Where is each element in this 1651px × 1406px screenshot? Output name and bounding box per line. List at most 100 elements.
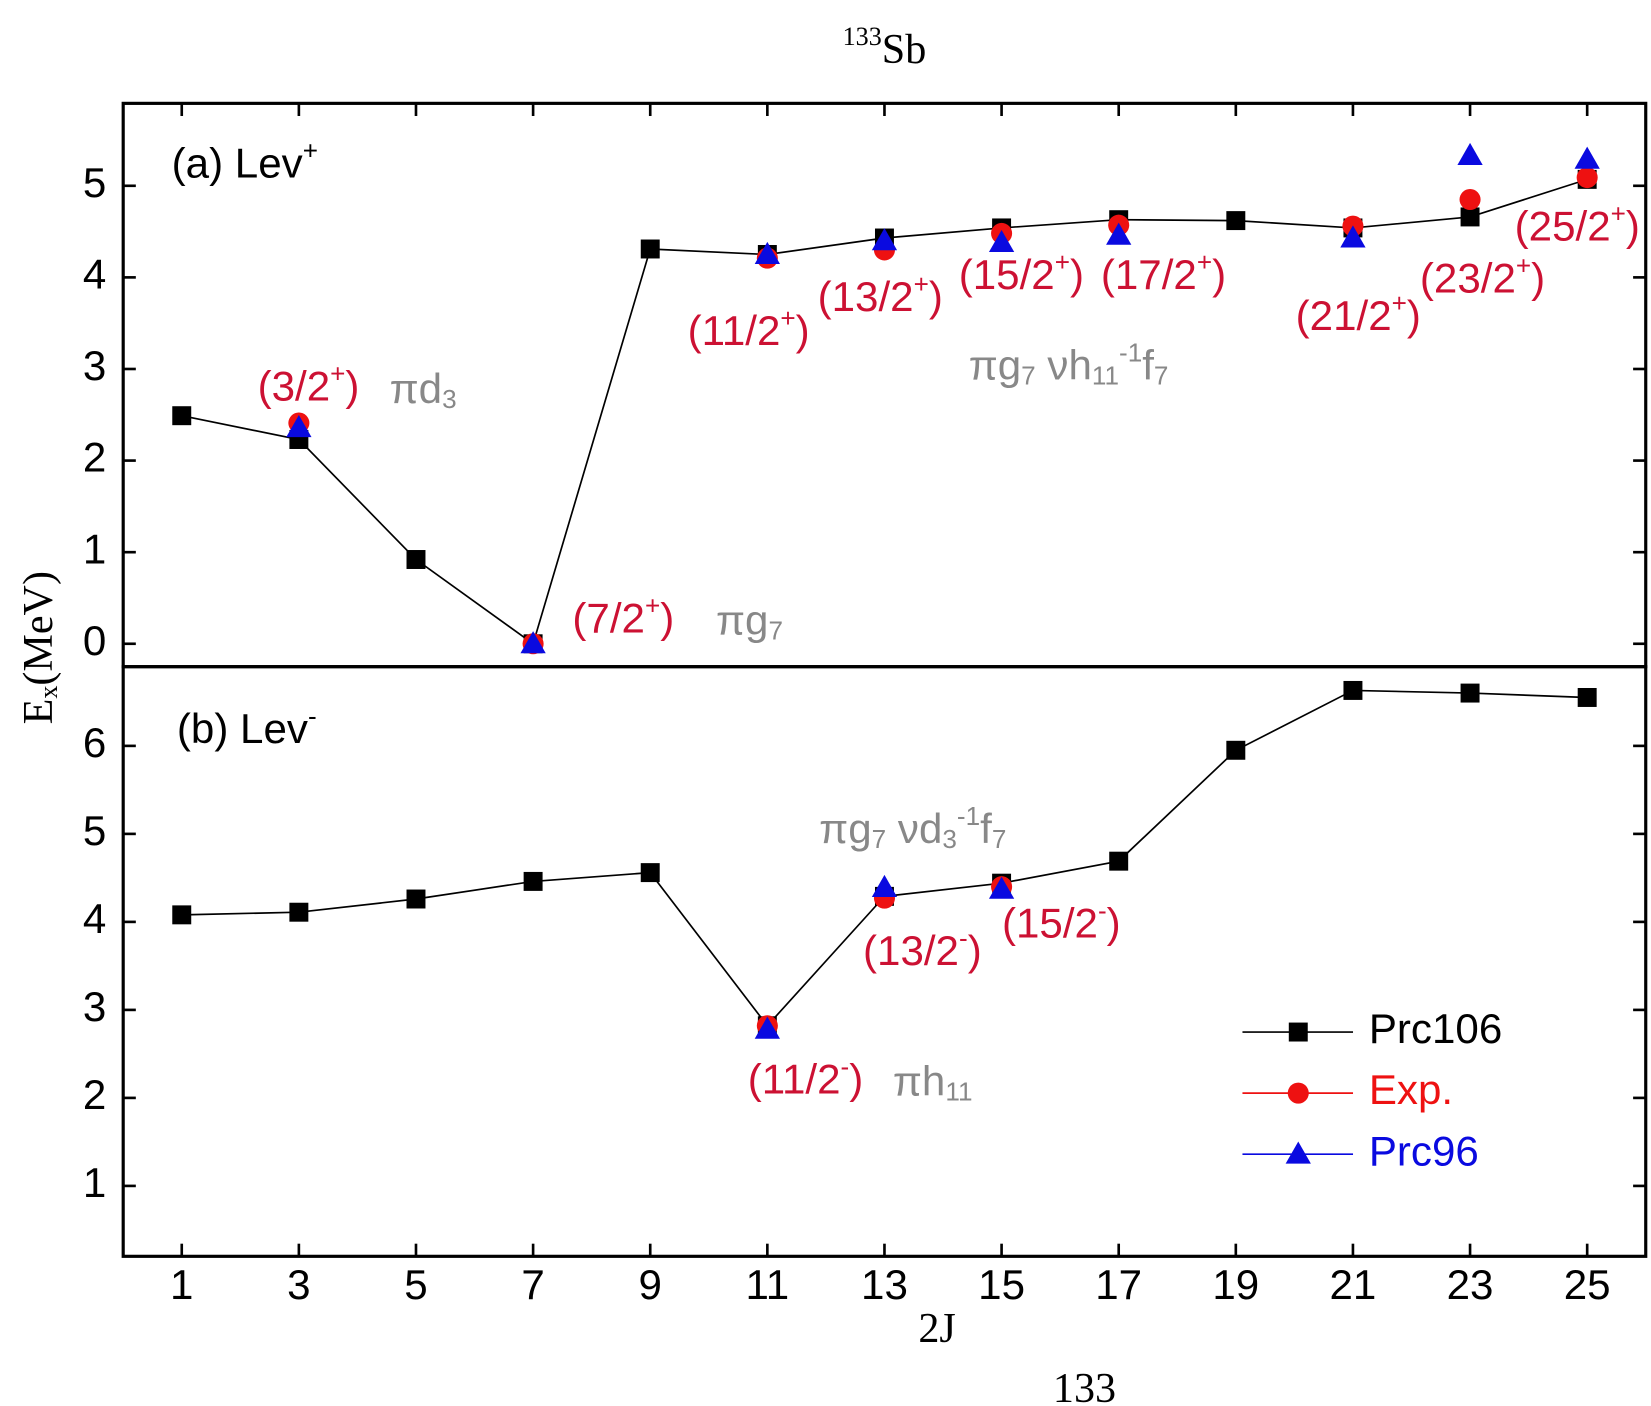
marker bbox=[1460, 683, 1480, 703]
text-part: πg bbox=[716, 597, 768, 644]
text-part: (21/2 bbox=[1296, 292, 1392, 339]
text-part: E bbox=[15, 699, 62, 725]
text-part: + bbox=[914, 269, 929, 299]
marker bbox=[1226, 740, 1246, 760]
text-part: ) bbox=[968, 927, 982, 974]
text-part: 133 bbox=[843, 22, 882, 51]
annotation: πd3 bbox=[390, 365, 457, 414]
y-tick-label: 2 bbox=[83, 1071, 106, 1118]
marker bbox=[289, 902, 309, 922]
y-tick-label: 0 bbox=[83, 617, 106, 664]
x-tick-label: 5 bbox=[404, 1261, 427, 1308]
text-part: ) bbox=[849, 1056, 863, 1103]
text-part: - bbox=[308, 701, 317, 731]
marker bbox=[1226, 211, 1246, 231]
x-tick-label: 21 bbox=[1330, 1261, 1377, 1308]
series-line bbox=[181, 689, 1588, 1028]
legend-marker bbox=[1288, 1022, 1308, 1042]
y-tick-label: 6 bbox=[83, 719, 106, 766]
text-part: 7 bbox=[1021, 361, 1036, 391]
annotation: (17/2+) bbox=[1101, 247, 1226, 299]
x-tick-label: 3 bbox=[287, 1261, 310, 1308]
marker bbox=[1106, 222, 1132, 245]
marker bbox=[406, 889, 426, 909]
x-tick-label: 13 bbox=[861, 1261, 908, 1308]
y-tick-label: 3 bbox=[83, 983, 106, 1030]
text-part: ) bbox=[929, 273, 943, 320]
text-part: 3 bbox=[942, 824, 957, 854]
text-part: -1 bbox=[1119, 337, 1142, 367]
text-part: 7 bbox=[768, 615, 783, 645]
text-part: ) bbox=[796, 307, 810, 354]
y-tick-label: 4 bbox=[83, 251, 106, 298]
text-part: 7 bbox=[872, 824, 887, 854]
marker bbox=[988, 876, 1015, 899]
marker bbox=[1460, 207, 1480, 227]
marker bbox=[1340, 225, 1366, 248]
marker bbox=[640, 239, 660, 259]
annotation: πg7 νh11-1f7 bbox=[969, 337, 1169, 390]
text-part: (b) Lev bbox=[177, 705, 308, 752]
text-part: ) bbox=[1407, 292, 1421, 339]
text-part: (25/2 bbox=[1515, 203, 1611, 250]
panel-label: (a) Lev+ bbox=[172, 135, 318, 187]
marker bbox=[871, 228, 898, 251]
text-part: - bbox=[841, 1051, 850, 1081]
marker bbox=[1459, 189, 1481, 211]
annotation: πg7 νd3-1f7 bbox=[819, 801, 1006, 854]
text-part: νh bbox=[1036, 342, 1092, 389]
annotation: πh11 bbox=[893, 1058, 973, 1107]
annotation: (13/2+) bbox=[818, 269, 943, 321]
legend-label: Prc96 bbox=[1369, 1127, 1479, 1174]
y-tick-label: 1 bbox=[83, 1159, 106, 1206]
annotation: (7/2+) bbox=[572, 590, 674, 642]
x-axis-label: 2J bbox=[918, 1305, 955, 1352]
x-tick-label: 19 bbox=[1212, 1261, 1259, 1308]
text-part: x bbox=[34, 686, 63, 699]
text-part: πg bbox=[819, 805, 871, 852]
marker bbox=[523, 871, 543, 891]
x-tick-label: 15 bbox=[978, 1261, 1025, 1308]
text-part: (23/2 bbox=[1420, 254, 1516, 301]
annotation: (15/2+) bbox=[959, 247, 1084, 299]
y-tick-label: 4 bbox=[83, 895, 106, 942]
annotation: (15/2-) bbox=[1002, 895, 1121, 947]
text-part: + bbox=[1055, 247, 1070, 277]
annotation: (3/2+) bbox=[258, 358, 360, 410]
marker bbox=[1457, 142, 1483, 166]
y-axis-label: Ex(MeV) bbox=[15, 571, 63, 724]
text-part: + bbox=[303, 135, 318, 165]
annotation: πg7 bbox=[716, 597, 783, 646]
marker bbox=[172, 905, 192, 925]
annotation: (13/2-) bbox=[863, 923, 982, 975]
marker bbox=[1343, 680, 1363, 700]
text-part: f bbox=[1142, 342, 1154, 389]
text-part: - bbox=[959, 923, 968, 953]
text-part: + bbox=[330, 358, 345, 388]
text-part: (11/2 bbox=[748, 1056, 841, 1103]
legend-label: Exp. bbox=[1369, 1066, 1453, 1113]
text-part: πg bbox=[969, 342, 1021, 389]
marker bbox=[640, 863, 660, 883]
y-tick-label: 1 bbox=[83, 525, 106, 572]
text-part: 3 bbox=[442, 384, 457, 414]
text-part: πh bbox=[893, 1058, 945, 1105]
text-part: ) bbox=[660, 595, 674, 642]
text-part: (15/2 bbox=[1002, 900, 1098, 947]
text-part: 7 bbox=[992, 824, 1007, 854]
footer: 133 bbox=[1053, 1365, 1116, 1406]
text-part: 11 bbox=[945, 1077, 972, 1107]
text-part: (3/2 bbox=[258, 363, 331, 410]
y-tick-label: 5 bbox=[83, 159, 106, 206]
text-part: ) bbox=[1107, 900, 1121, 947]
text-part: - bbox=[1098, 895, 1107, 925]
x-tick-label: 11 bbox=[745, 1261, 789, 1308]
marker bbox=[1577, 687, 1597, 707]
annotation: (21/2+) bbox=[1296, 288, 1421, 340]
text-part: (7/2 bbox=[572, 595, 645, 642]
y-tick-label: 5 bbox=[83, 807, 106, 854]
y-tick-label: 3 bbox=[83, 342, 106, 389]
marker bbox=[520, 631, 546, 654]
text-part: + bbox=[1197, 247, 1212, 277]
